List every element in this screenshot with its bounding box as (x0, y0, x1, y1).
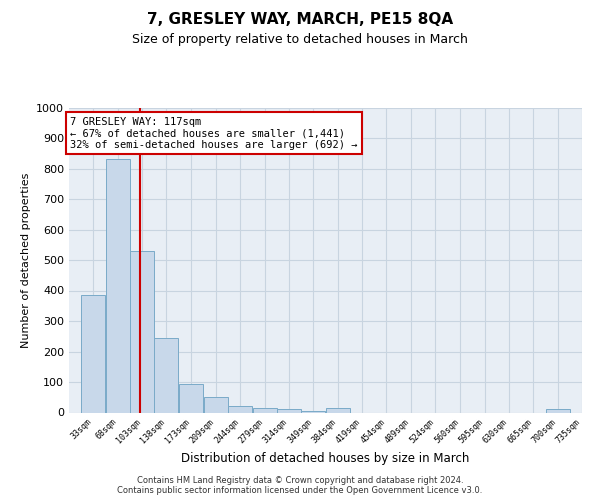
Bar (253, 408, 277, 412)
Bar (130, 251, 154, 412)
Text: 7 GRESLEY WAY: 117sqm
← 67% of detached houses are smaller (1,441)
32% of semi-d: 7 GRESLEY WAY: 117sqm ← 67% of detached … (70, 116, 358, 150)
Text: Contains HM Land Registry data © Crown copyright and database right 2024.
Contai: Contains HM Land Registry data © Crown c… (118, 476, 482, 495)
Text: Size of property relative to detached houses in March: Size of property relative to detached ho… (132, 32, 468, 46)
Bar (154, 338, 178, 412)
Bar (301, 411, 325, 412)
Bar (326, 408, 350, 412)
X-axis label: Distribution of detached houses by size in March: Distribution of detached houses by size … (181, 452, 470, 465)
Text: 7, GRESLEY WAY, MARCH, PE15 8QA: 7, GRESLEY WAY, MARCH, PE15 8QA (147, 12, 453, 28)
Bar (277, 410, 301, 412)
Bar (179, 384, 203, 412)
Bar (204, 397, 228, 412)
Y-axis label: Number of detached properties: Number of detached properties (20, 172, 31, 348)
Bar (106, 160, 130, 412)
Bar (228, 406, 252, 412)
Bar (545, 410, 569, 412)
Bar (82, 295, 106, 412)
